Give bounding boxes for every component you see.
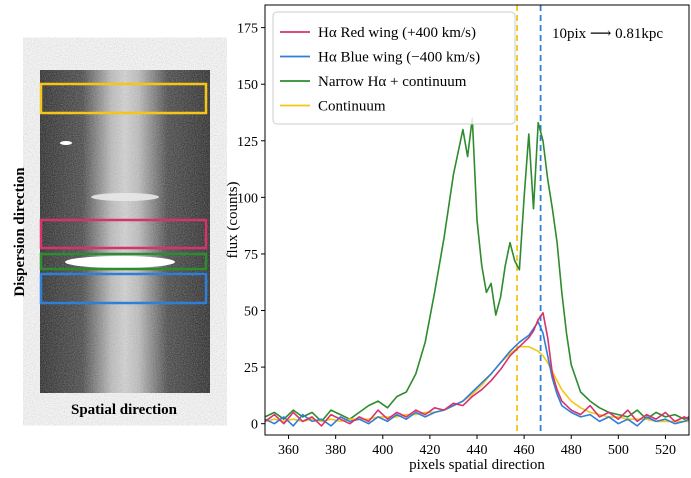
narrow-region-box: [39, 252, 208, 271]
continuum-region-box: [39, 82, 208, 115]
spectrum-frame: [40, 70, 210, 393]
x-tick-label: 520: [655, 443, 676, 458]
legend: Hα Red wing (+400 km/s) Hα Blue wing (−40…: [272, 11, 516, 125]
red-wing-region-box: [39, 218, 208, 250]
legend-label: Continuum: [318, 99, 386, 115]
series-line-1: [264, 320, 690, 427]
chart-xlabel: pixels spatial direction: [409, 457, 545, 473]
y-tick-label: 150: [237, 78, 258, 93]
x-tick-label: 360: [278, 443, 299, 458]
legend-label: Hα Red wing (+400 km/s): [318, 25, 476, 41]
y-tick-label: 125: [237, 135, 258, 150]
x-tick-label: 500: [608, 443, 629, 458]
y-tick-label: 25: [244, 361, 258, 376]
y-tick-label: 50: [244, 305, 258, 320]
legend-label: Hα Blue wing (−400 km/s): [318, 50, 480, 66]
y-tick-label: 75: [244, 248, 258, 263]
x-tick-label: 480: [561, 443, 582, 458]
series-line-0: [264, 311, 690, 427]
series-line-3: [264, 345, 689, 423]
y-tick-label: 175: [237, 22, 258, 37]
x-tick-label: 400: [372, 443, 393, 458]
legend-label: Narrow Hα + continuum: [318, 74, 467, 90]
blue-wing-region-box: [39, 272, 208, 305]
x-tick-label: 420: [419, 443, 440, 458]
x-tick-label: 380: [325, 443, 346, 458]
chart-ylabel: flux (counts): [225, 181, 241, 258]
scale-annotation: 10pix ⟶ 0.81kpc: [552, 26, 663, 42]
legend-box: [272, 11, 516, 125]
series-line-2: [264, 117, 690, 423]
y-tick-label: 100: [237, 191, 258, 206]
spectrum-xlabel: Spatial direction: [71, 402, 178, 418]
flux-chart-panel: 360 380 400 420 440 460 480 500 520 0 25 50 75 100 125…: [225, 0, 691, 473]
flux-chart-svg: 360 380 400 420 440 460 480 500 520 0 25 50 75 100 125…: [225, 4, 690, 473]
x-tick-label: 460: [514, 443, 535, 458]
spectrum-ylabel: Dispersion direction: [12, 167, 28, 297]
y-tick-label: 0: [251, 418, 258, 433]
spectrum-image-panel: Dispersion direction Spatial direction: [0, 0, 230, 473]
spectrum-image-svg: Dispersion direction Spatial direction: [12, 70, 210, 418]
x-tick-label: 440: [467, 443, 488, 458]
